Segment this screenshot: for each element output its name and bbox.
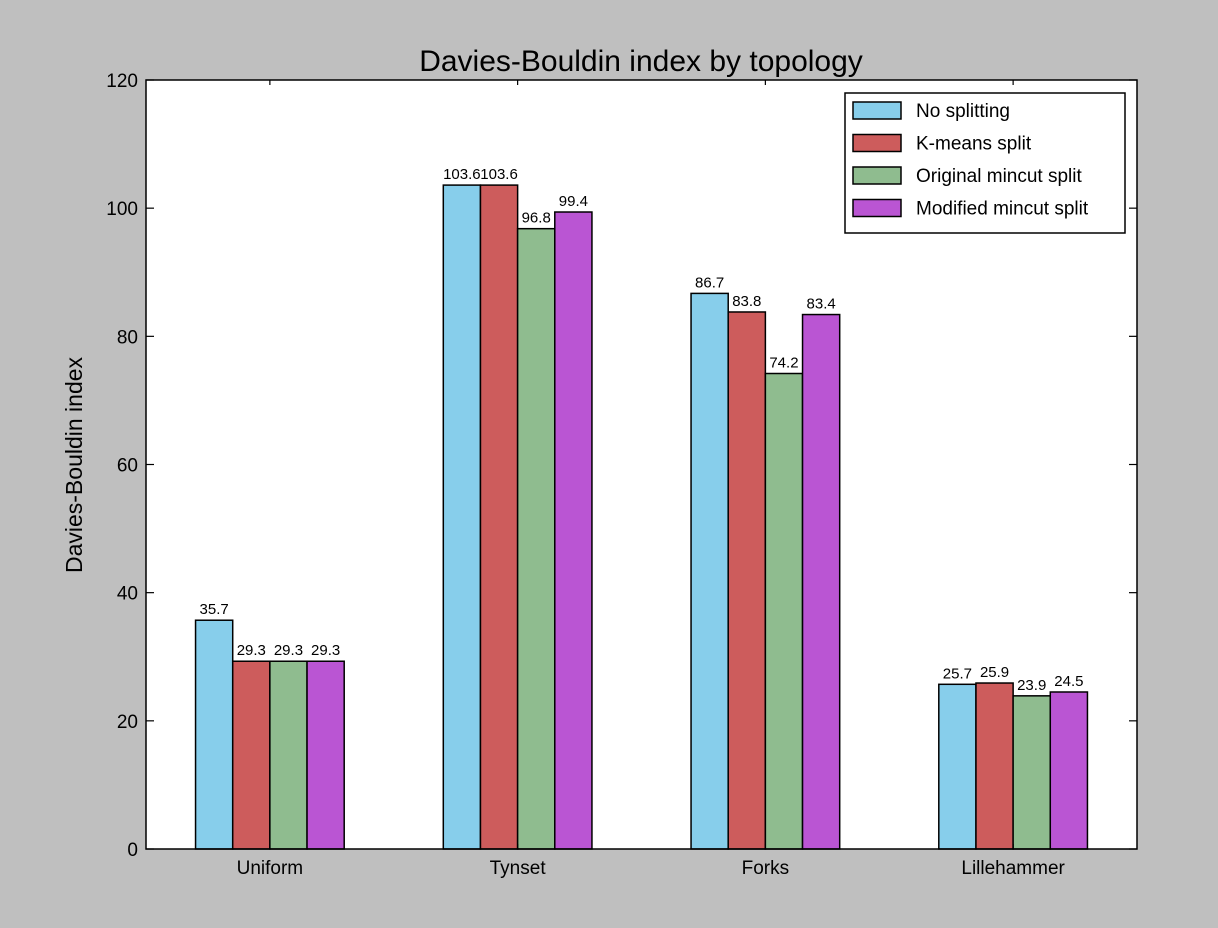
bar-value-label: 83.8 bbox=[732, 293, 761, 310]
legend-label: K-means split bbox=[916, 134, 1032, 155]
legend-swatch-original-mincut-split bbox=[852, 166, 902, 185]
legend-label: No splitting bbox=[916, 101, 1010, 122]
y-tick-label: 120 bbox=[106, 71, 138, 92]
bar-value-label: 24.5 bbox=[1054, 673, 1083, 690]
x-tick-label: Tynset bbox=[490, 858, 547, 879]
bar-labels-layer: 35.7 29.3 29.3 29.3 103.6 103.6 96.8 99.4 86.7 83… bbox=[200, 166, 1084, 694]
bar-no-splitting-tynset bbox=[442, 184, 482, 850]
bar-value-label: 25.9 bbox=[980, 664, 1009, 681]
legend-swatch-k-means-split bbox=[852, 133, 902, 153]
y-tick-label: 100 bbox=[106, 199, 138, 220]
bar-k-means-split-uniform bbox=[231, 660, 271, 850]
bar-modified-mincut-split-forks bbox=[801, 313, 841, 850]
bar-value-label: 103.6 bbox=[443, 166, 481, 183]
bar-original-mincut-split-forks bbox=[764, 372, 804, 850]
y-tick-label: 40 bbox=[117, 584, 138, 605]
x-tick-label: Lillehammer bbox=[961, 858, 1065, 879]
bar-value-label: 29.3 bbox=[311, 642, 340, 659]
y-tick-label: 20 bbox=[117, 712, 138, 733]
y-tick-label: 60 bbox=[117, 456, 138, 477]
x-tick-label: Forks bbox=[742, 858, 790, 879]
bar-value-label: 86.7 bbox=[695, 274, 724, 291]
bar-value-label: 25.7 bbox=[943, 665, 972, 682]
bar-no-splitting-uniform bbox=[194, 619, 234, 850]
bar-original-mincut-split-uniform bbox=[269, 660, 308, 850]
legend-swatch-no-splitting bbox=[852, 101, 902, 120]
bar-value-label: 74.2 bbox=[769, 355, 798, 372]
bar-modified-mincut-split-tynset bbox=[554, 211, 593, 850]
bar-k-means-split-lillehammer bbox=[975, 682, 1014, 850]
bar-value-label: 23.9 bbox=[1017, 677, 1046, 694]
bar-modified-mincut-split-lillehammer bbox=[1049, 691, 1089, 850]
bar-value-label: 29.3 bbox=[237, 642, 266, 659]
bars-layer bbox=[194, 184, 1089, 850]
bar-original-mincut-split-lillehammer bbox=[1012, 695, 1052, 850]
y-axis-label: Davies-Bouldin index bbox=[61, 356, 87, 573]
legend-label: Original mincut split bbox=[916, 166, 1082, 187]
bar-k-means-split-tynset bbox=[479, 184, 519, 850]
x-tick-label: Uniform bbox=[237, 858, 304, 879]
legend-label: Modified mincut split bbox=[916, 199, 1089, 220]
bar-value-label: 96.8 bbox=[522, 210, 551, 227]
chart-title: Davies-Bouldin index by topology bbox=[419, 45, 863, 78]
bar-value-label: 35.7 bbox=[200, 601, 229, 618]
bar-value-label: 103.6 bbox=[480, 166, 518, 183]
legend: No splitting K-means split Original mincut… bbox=[844, 92, 1126, 234]
bar-modified-mincut-split-uniform bbox=[306, 660, 345, 850]
y-tick-label: 0 bbox=[127, 840, 138, 861]
bar-no-splitting-lillehammer bbox=[938, 683, 977, 850]
axis-ticks: Uniform Tynset Forks Lillehammer 0 20 40 60 80 10… bbox=[106, 71, 1137, 879]
bar-value-label: 83.4 bbox=[807, 296, 836, 313]
legend-swatch-modified-mincut-split bbox=[852, 198, 902, 218]
bar-no-splitting-forks bbox=[690, 292, 729, 850]
bar-original-mincut-split-tynset bbox=[516, 227, 556, 850]
y-tick-label: 80 bbox=[117, 327, 138, 348]
bar-value-label: 99.4 bbox=[559, 193, 588, 210]
bar-k-means-split-forks bbox=[727, 311, 767, 850]
bar-value-label: 29.3 bbox=[274, 642, 303, 659]
